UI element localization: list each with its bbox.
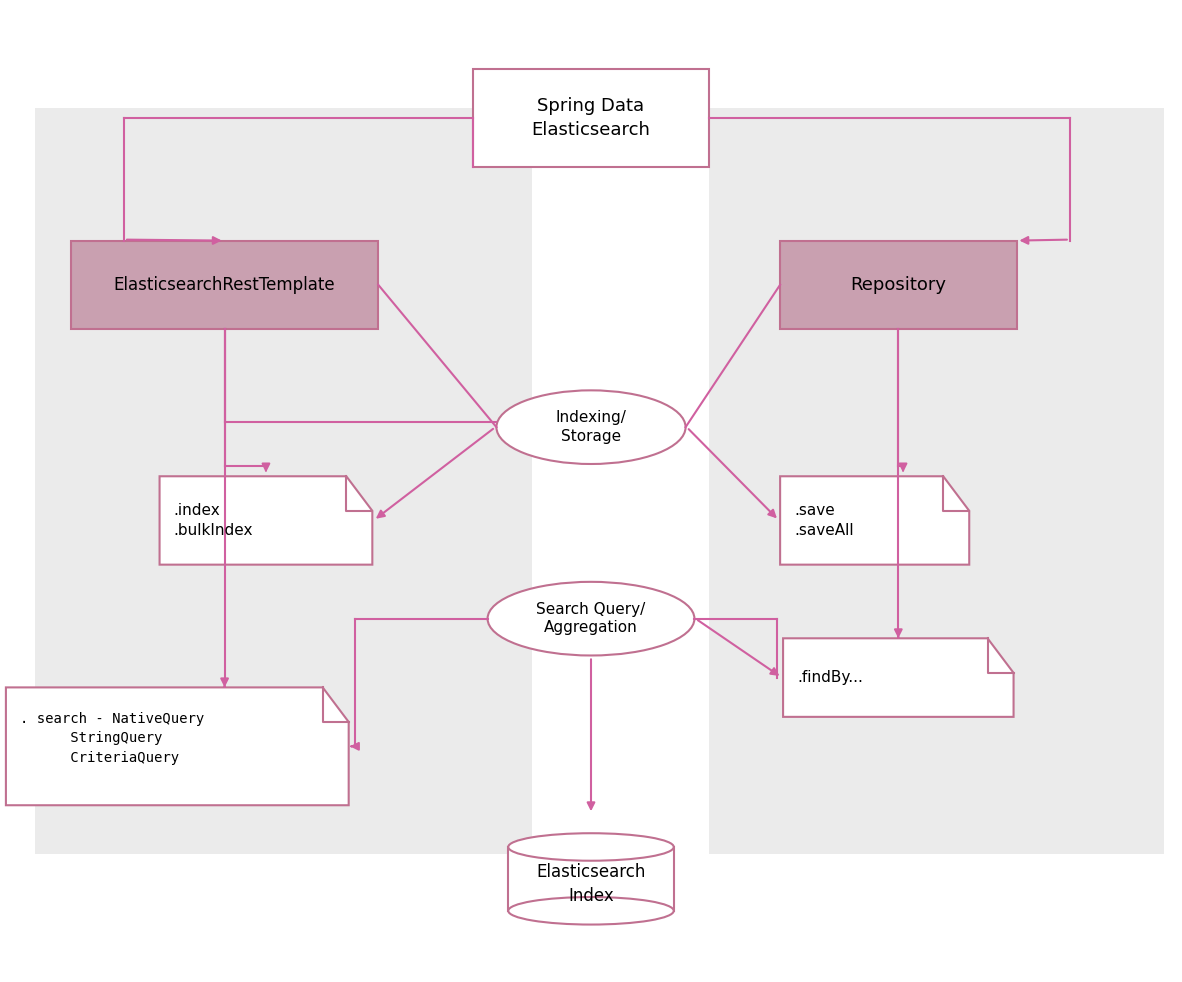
Ellipse shape (508, 898, 674, 925)
Text: .save
.saveAll: .save .saveAll (794, 503, 853, 538)
FancyBboxPatch shape (473, 69, 709, 167)
Polygon shape (782, 638, 1014, 717)
Text: Search Query/
Aggregation: Search Query/ Aggregation (537, 602, 645, 635)
Ellipse shape (487, 581, 695, 656)
Text: .findBy...: .findBy... (797, 670, 863, 685)
Text: . search - NativeQuery
      StringQuery
      CriteriaQuery: . search - NativeQuery StringQuery Crite… (20, 712, 204, 765)
Text: Indexing/
Storage: Indexing/ Storage (556, 410, 626, 444)
FancyBboxPatch shape (709, 108, 1164, 854)
Polygon shape (6, 687, 349, 805)
Ellipse shape (508, 833, 674, 860)
FancyBboxPatch shape (71, 241, 378, 329)
Polygon shape (160, 476, 372, 565)
FancyBboxPatch shape (35, 108, 532, 854)
Text: Repository: Repository (850, 276, 947, 294)
Text: .index
.bulkIndex: .index .bulkIndex (174, 503, 253, 538)
Polygon shape (780, 476, 969, 565)
FancyBboxPatch shape (508, 846, 674, 911)
FancyBboxPatch shape (780, 241, 1017, 329)
Ellipse shape (496, 391, 686, 464)
Text: ElasticsearchRestTemplate: ElasticsearchRestTemplate (113, 276, 336, 294)
Text: Spring Data
Elasticsearch: Spring Data Elasticsearch (532, 97, 650, 138)
Text: Elasticsearch
Index: Elasticsearch Index (537, 863, 645, 904)
